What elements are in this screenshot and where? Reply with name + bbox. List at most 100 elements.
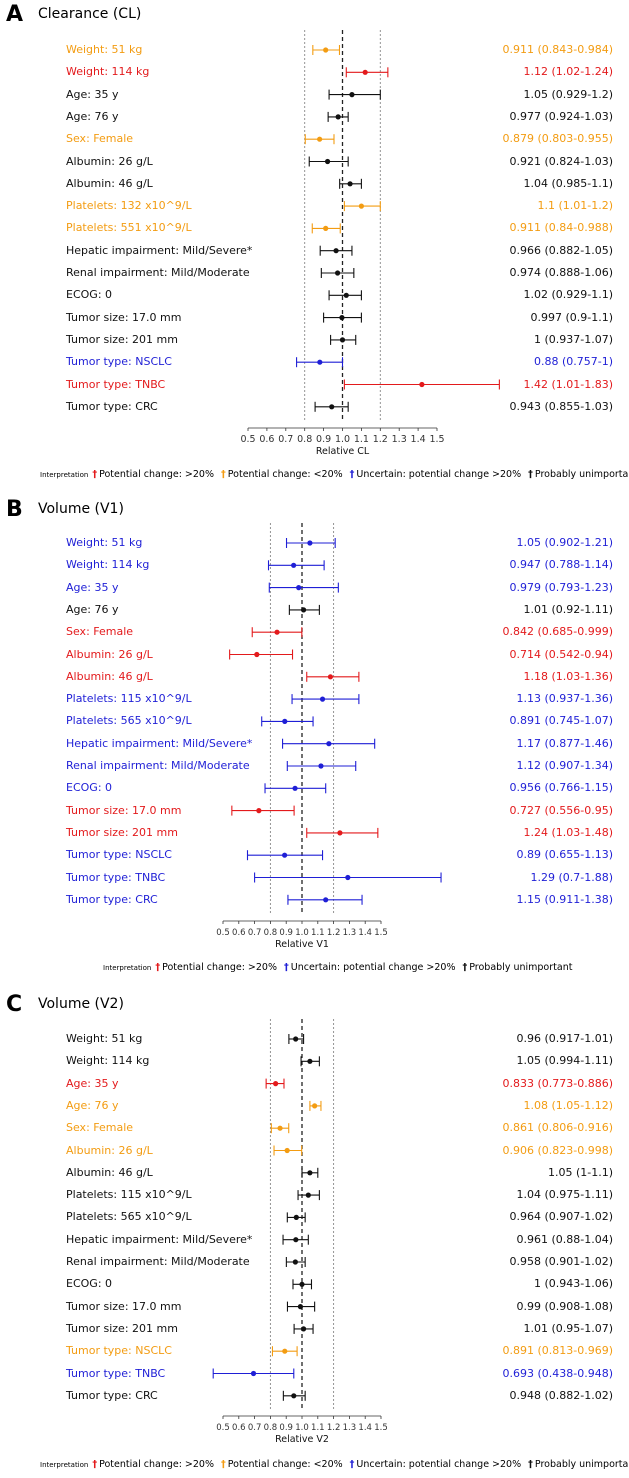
legend-title: Interpretation xyxy=(40,1461,89,1469)
row-label: Tumor size: 17.0 mm xyxy=(66,310,182,324)
legend-swatch-icon: † xyxy=(221,1459,226,1470)
row-value: 1.17 (0.877-1.46) xyxy=(516,736,613,750)
legend-item-black: † Probably unimportant xyxy=(462,962,572,973)
point-estimate xyxy=(317,136,323,142)
row-label: Albumin: 46 g/L xyxy=(66,1165,153,1179)
row-label: Sex: Female xyxy=(66,625,134,639)
x-tick-label: 0.6 xyxy=(232,928,246,938)
point-estimate xyxy=(291,1393,297,1399)
point-estimate xyxy=(291,562,297,568)
row-value: 0.948 (0.882-1.02) xyxy=(509,1388,613,1402)
x-tick-label: 0.9 xyxy=(279,928,293,938)
point-estimate xyxy=(358,203,364,209)
row-label: Weight: 114 kg xyxy=(66,65,150,79)
x-tick-label: 1.4 xyxy=(358,1423,372,1433)
x-tick-label: 0.5 xyxy=(216,928,230,938)
point-estimate xyxy=(339,315,345,321)
row-label: Albumin: 46 g/L xyxy=(66,669,153,683)
row-label: Tumor type: TNBC xyxy=(66,377,166,391)
row-label: Renal impairment: Mild/Moderate xyxy=(66,1255,250,1268)
row-value: 1.05 (0.994-1.11) xyxy=(516,1054,613,1068)
point-estimate xyxy=(254,651,260,658)
forest-plot: 0.5 0.6 0.7 0.8 0.9 1.0 1.1 1.2 1.3 1.4 1.5 Relativ… xyxy=(212,1019,388,1445)
row-value: 0.961 (0.88-1.04) xyxy=(516,1232,613,1246)
legend-title: Interpretation xyxy=(103,964,152,972)
x-tick-label: 0.8 xyxy=(264,928,278,938)
row-value: 0.979 (0.793-1.23) xyxy=(509,580,613,594)
row-label: Tumor size: 201 mm xyxy=(66,1321,178,1335)
point-estimate xyxy=(250,1370,257,1377)
row-value: 1.24 (1.03-1.48) xyxy=(523,825,613,839)
row-value: 0.88 (0.757-1) xyxy=(533,355,613,369)
panel-letter: B xyxy=(6,497,23,522)
legend-item-blue: † Uncertain: potential change >20% xyxy=(350,1459,521,1470)
row-value: 0.879 (0.803-0.955) xyxy=(502,132,613,146)
row-value: 0.911 (0.84-0.988) xyxy=(509,221,613,235)
row-value: 1.12 (1.02-1.24) xyxy=(523,65,613,79)
row-label: Sex: Female xyxy=(66,132,134,146)
x-tick-label: 0.5 xyxy=(240,434,255,445)
row-value: 0.891 (0.745-1.07) xyxy=(509,714,613,728)
point-estimate xyxy=(323,47,329,53)
legend-swatch-icon: † xyxy=(92,469,98,480)
x-tick-label: 1.3 xyxy=(392,434,407,445)
x-tick-label: 1.5 xyxy=(429,434,444,445)
point-estimate xyxy=(347,181,353,187)
row-value: 1.18 (1.03-1.36) xyxy=(523,669,613,683)
row-value: 1.04 (0.975-1.11) xyxy=(516,1188,613,1202)
point-estimate xyxy=(419,381,425,388)
point-estimate xyxy=(323,225,329,231)
row-value: 0.89 (0.655-1.13) xyxy=(516,848,613,862)
x-tick-label: 1.0 xyxy=(335,434,350,445)
point-estimate xyxy=(299,1281,305,1287)
row-label: Tumor type: CRC xyxy=(66,892,158,906)
point-estimate xyxy=(324,158,331,165)
row-label: Age: 35 y xyxy=(66,1076,119,1090)
point-estimate xyxy=(292,785,298,791)
legend-swatch-icon: † xyxy=(349,1459,355,1470)
legend-swatch-icon: † xyxy=(528,469,533,480)
point-estimate xyxy=(343,292,349,298)
row-value: 0.921 (0.824-1.03) xyxy=(509,154,613,168)
row-value: 0.833 (0.773-0.886) xyxy=(502,1076,613,1090)
x-tick-label: 1.0 xyxy=(295,928,309,938)
legend: Interpretation † Potential change: >20% † Po… xyxy=(40,1459,629,1470)
row-label: Hepatic impairment: Mild/Severe* xyxy=(66,243,253,257)
row-label: Tumor type: TNBC xyxy=(66,870,166,884)
point-estimate xyxy=(319,696,326,702)
legend-swatch-icon: † xyxy=(349,469,355,480)
row-value: 0.891 (0.813-0.969) xyxy=(502,1344,613,1358)
row-label: Platelets: 565 x10^9/L xyxy=(66,1210,192,1224)
row-value: 0.861 (0.806-0.916) xyxy=(502,1121,613,1135)
row-label: Platelets: 565 x10^9/L xyxy=(66,714,192,728)
panel-letter: A xyxy=(6,2,24,27)
point-estimate xyxy=(326,741,332,747)
row-value: 0.966 (0.882-1.05) xyxy=(509,243,613,257)
row-label: ECOG: 0 xyxy=(66,288,113,302)
row-label: Weight: 51 kg xyxy=(66,43,143,56)
point-estimate xyxy=(307,1170,313,1176)
row-label: Tumor type: TNBC xyxy=(66,1366,166,1380)
legend-label: Potential change: >20% xyxy=(99,469,215,480)
row-label: Age: 76 y xyxy=(66,1098,119,1112)
row-value: 1.04 (0.985-1.1) xyxy=(523,176,613,190)
row-value: 1.05 (1-1.1) xyxy=(547,1165,613,1179)
legend-label: Probably unimportant xyxy=(534,469,629,480)
x-tick-label: 1.4 xyxy=(358,928,372,938)
point-estimate xyxy=(274,629,280,635)
point-estimate xyxy=(292,1259,298,1265)
legend-item-red: † Potential change: >20% xyxy=(155,962,277,973)
x-tick-label: 1.3 xyxy=(343,1423,357,1433)
row-label: Renal impairment: Mild/Moderate xyxy=(66,759,250,772)
row-value: 1.02 (0.929-1.1) xyxy=(523,288,613,302)
panel-letter: C xyxy=(6,992,23,1017)
row-label: Weight: 114 kg xyxy=(66,1054,150,1068)
row-value: 0.997 (0.9-1.1) xyxy=(530,310,613,324)
x-tick-label: 1.2 xyxy=(373,434,388,445)
point-estimate xyxy=(307,1058,313,1064)
row-label: Albumin: 26 g/L xyxy=(66,647,153,661)
legend: Interpretation † Potential change: >20% † Un… xyxy=(103,962,579,973)
row-value: 0.99 (0.908-1.08) xyxy=(516,1299,613,1313)
point-estimate xyxy=(339,337,346,343)
row-label: Age: 35 y xyxy=(66,580,119,594)
